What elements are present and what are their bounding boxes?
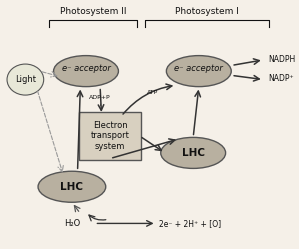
Text: Electron
transport
system: Electron transport system: [91, 121, 129, 151]
Text: LHC: LHC: [60, 182, 83, 192]
Ellipse shape: [7, 64, 44, 95]
Text: 2e⁻ + 2H⁺ + [O]: 2e⁻ + 2H⁺ + [O]: [159, 219, 222, 228]
Ellipse shape: [38, 171, 106, 202]
Text: H₂O: H₂O: [64, 219, 80, 228]
Ellipse shape: [166, 56, 231, 87]
Ellipse shape: [54, 56, 118, 87]
Text: Light: Light: [15, 75, 36, 84]
Text: NADP⁺: NADP⁺: [268, 74, 294, 83]
Text: ᵢ: ᵢ: [100, 102, 101, 108]
FancyBboxPatch shape: [79, 112, 141, 160]
Text: ATP: ATP: [147, 90, 158, 95]
Text: LHC: LHC: [182, 148, 205, 158]
Text: Photosystem II: Photosystem II: [60, 7, 126, 16]
Text: Photosystem I: Photosystem I: [175, 7, 239, 16]
Ellipse shape: [161, 137, 226, 168]
Text: NADPH: NADPH: [268, 55, 295, 64]
Text: e⁻ acceptor: e⁻ acceptor: [174, 64, 223, 73]
Text: e⁻ acceptor: e⁻ acceptor: [62, 64, 110, 73]
Text: ADP+P: ADP+P: [89, 95, 111, 100]
